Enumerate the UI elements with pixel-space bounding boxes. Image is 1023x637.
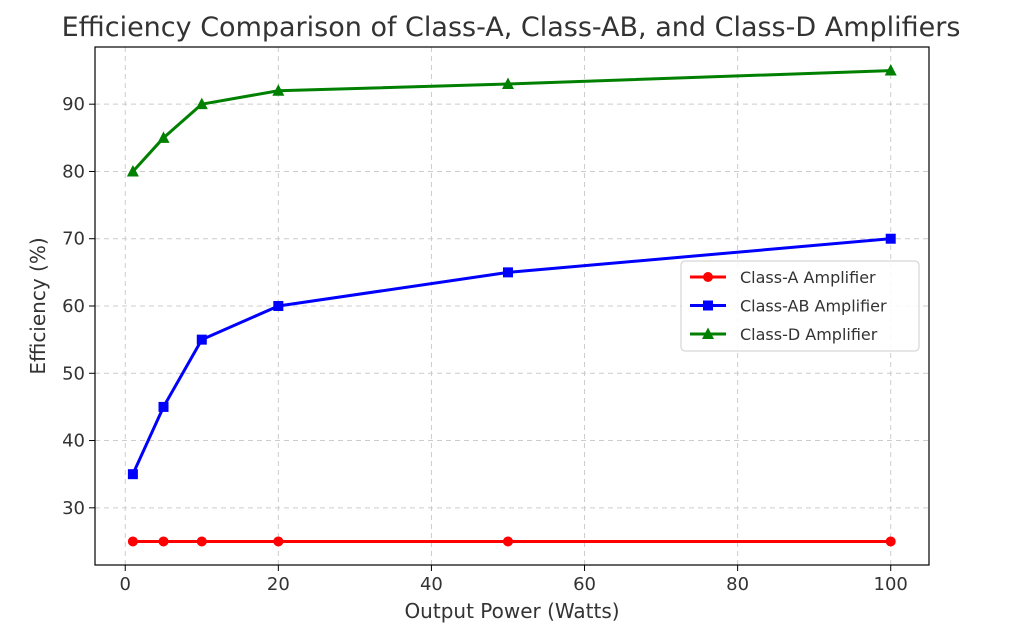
data-point — [196, 334, 207, 345]
axis-ticks: 0 20 40 60 80 100 30 40 50 60 70 80 90 — [62, 94, 908, 595]
y-tick-label: 40 — [62, 431, 85, 452]
x-axis-label: Output Power (Watts) — [404, 599, 619, 623]
series-2 — [127, 233, 896, 480]
data-point — [157, 131, 170, 143]
series-line — [131, 69, 891, 173]
x-tick-label: 20 — [267, 574, 290, 595]
series-3 — [126, 64, 897, 177]
data-point — [502, 267, 513, 278]
x-tick-label: 40 — [420, 574, 443, 595]
data-point — [273, 536, 284, 547]
y-axis-label: Efficiency (%) — [26, 237, 50, 374]
y-tick-label: 70 — [62, 229, 85, 250]
legend-item: Class-AB Amplifier — [690, 297, 887, 316]
legend: Class-A Amplifier Class-AB Amplifier Class… — [680, 260, 920, 352]
data-point — [501, 77, 514, 89]
data-point — [885, 233, 896, 244]
legend-label: Class-D Amplifier — [740, 325, 878, 344]
data-point — [195, 97, 208, 110]
data-point — [158, 536, 169, 547]
data-point — [885, 536, 896, 547]
y-tick-label: 50 — [62, 363, 85, 384]
y-tick-label: 60 — [62, 296, 85, 317]
series-1 — [127, 536, 896, 547]
data-point — [272, 84, 285, 96]
legend-marker — [703, 272, 713, 282]
legend-box — [680, 260, 920, 352]
legend-label: Class-A Amplifier — [740, 268, 876, 287]
series-line — [131, 237, 891, 475]
data-point — [126, 164, 139, 177]
data-point — [127, 469, 138, 480]
legend-item: Class-D Amplifier — [690, 325, 878, 344]
data-point — [158, 401, 169, 412]
series-layer — [126, 64, 897, 547]
legend-item: Class-A Amplifier — [690, 268, 876, 287]
x-tick-label: 80 — [726, 574, 749, 595]
data-point — [196, 536, 207, 547]
data-point — [273, 301, 284, 311]
legend-marker — [702, 327, 714, 339]
y-tick-label: 80 — [62, 161, 85, 182]
data-point — [127, 536, 138, 547]
data-point — [884, 64, 897, 76]
x-tick-label: 0 — [120, 574, 131, 595]
chart-title: Efficiency Comparison of Class-A, Class-… — [62, 12, 961, 43]
x-tick-label: 60 — [573, 574, 596, 595]
x-tick-label: 100 — [874, 574, 908, 595]
legend-label: Class-AB Amplifier — [740, 297, 887, 316]
y-tick-label: 90 — [62, 94, 85, 115]
y-tick-label: 30 — [62, 498, 85, 519]
legend-marker — [703, 300, 713, 311]
grid — [95, 47, 929, 565]
data-point — [502, 536, 513, 547]
